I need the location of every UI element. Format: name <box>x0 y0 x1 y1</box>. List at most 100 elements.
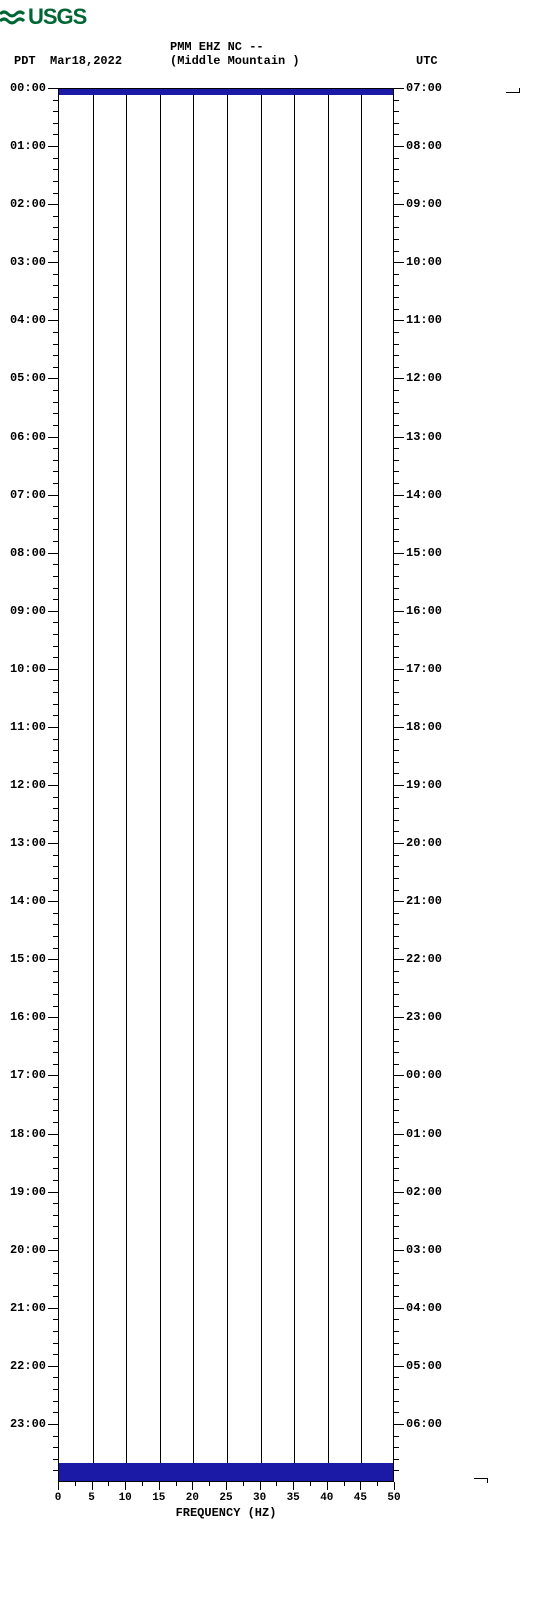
y-tick-minor <box>394 460 399 461</box>
y-tick-major <box>48 785 58 786</box>
corner-mark <box>519 88 520 93</box>
y-tick-minor <box>394 1296 399 1297</box>
y-tick-minor <box>394 1041 399 1042</box>
y-tick-label-left: 06:00 <box>10 430 46 444</box>
y-tick-minor <box>394 773 399 774</box>
y-tick-minor <box>394 448 399 449</box>
grid-line <box>160 89 161 1481</box>
y-tick-label-left: 20:00 <box>10 1243 46 1257</box>
page-root: USGS PMM EHZ NC -- PDT Mar18,2022 (Middl… <box>0 0 552 1613</box>
y-tick-minor <box>394 100 399 101</box>
y-tick-major <box>48 262 58 263</box>
y-tick-major <box>394 495 404 496</box>
y-tick-minor <box>394 285 399 286</box>
y-tick-minor <box>394 634 399 635</box>
y-tick-minor <box>394 1261 399 1262</box>
y-tick-minor <box>394 193 399 194</box>
x-tick-minor <box>209 1482 210 1486</box>
y-tick-minor <box>394 1168 399 1169</box>
y-tick-label-right: 04:00 <box>406 1301 442 1315</box>
y-tick-minor <box>394 890 399 891</box>
y-tick-minor <box>394 541 399 542</box>
y-tick-minor <box>394 402 399 403</box>
corner-mark <box>474 1478 488 1479</box>
y-tick-minor <box>394 599 399 600</box>
y-tick-minor <box>394 1331 399 1332</box>
y-tick-label-left: 10:00 <box>10 662 46 676</box>
y-tick-label-right: 01:00 <box>406 1127 442 1141</box>
spectrogram-band <box>59 1463 393 1481</box>
y-tick-minor <box>394 1354 399 1355</box>
y-tick-minor <box>394 948 399 949</box>
y-tick-label-right: 12:00 <box>406 371 442 385</box>
y-tick-minor <box>394 1122 399 1123</box>
y-tick-minor <box>394 227 399 228</box>
y-tick-minor <box>394 1238 399 1239</box>
wave-icon <box>0 8 26 28</box>
y-tick-label-left: 19:00 <box>10 1185 46 1199</box>
y-tick-minor <box>394 982 399 983</box>
x-tick-label: 40 <box>320 1492 333 1504</box>
header-date-left: PDT Mar18,2022 <box>14 54 122 68</box>
y-tick-minor <box>394 1064 399 1065</box>
y-tick-major <box>48 88 58 89</box>
y-tick-major <box>394 1075 404 1076</box>
x-tick-minor <box>344 1482 345 1486</box>
y-tick-label-left: 02:00 <box>10 197 46 211</box>
y-tick-minor <box>394 134 399 135</box>
y-tick-label-right: 21:00 <box>406 894 442 908</box>
y-tick-minor <box>394 239 399 240</box>
y-tick-minor <box>394 251 399 252</box>
x-tick-label: 30 <box>253 1492 266 1504</box>
x-tick-major <box>58 1482 59 1490</box>
x-tick-label: 5 <box>88 1492 95 1504</box>
y-tick-minor <box>394 1145 399 1146</box>
y-tick-minor <box>394 297 399 298</box>
y-tick-label-left: 00:00 <box>10 81 46 95</box>
y-tick-minor <box>394 576 399 577</box>
y-tick-label-right: 07:00 <box>406 81 442 95</box>
x-tick-minor <box>310 1482 311 1486</box>
x-tick-minor <box>276 1482 277 1486</box>
y-tick-minor <box>394 704 399 705</box>
y-tick-minor <box>394 367 399 368</box>
x-tick-label: 10 <box>119 1492 132 1504</box>
y-tick-minor <box>394 1052 399 1053</box>
y-tick-minor <box>394 1401 399 1402</box>
y-tick-label-right: 06:00 <box>406 1417 442 1431</box>
y-tick-major <box>48 1017 58 1018</box>
x-tick-minor <box>75 1482 76 1486</box>
x-tick-major <box>92 1482 93 1490</box>
y-tick-minor <box>394 181 399 182</box>
y-tick-label-right: 20:00 <box>406 836 442 850</box>
y-tick-minor <box>394 1343 399 1344</box>
y-tick-minor <box>394 309 399 310</box>
x-tick-major <box>293 1482 294 1490</box>
y-tick-minor <box>394 344 399 345</box>
y-tick-minor <box>394 1447 399 1448</box>
y-tick-label-right: 19:00 <box>406 778 442 792</box>
y-tick-major <box>394 843 404 844</box>
x-tick-minor <box>142 1482 143 1486</box>
grid-line <box>294 89 295 1481</box>
y-tick-minor <box>394 518 399 519</box>
x-tick-label: 20 <box>186 1492 199 1504</box>
y-tick-label-right: 11:00 <box>406 313 442 327</box>
y-tick-label-left: 08:00 <box>10 546 46 560</box>
y-tick-minor <box>394 483 399 484</box>
y-tick-minor <box>394 1273 399 1274</box>
y-tick-minor <box>394 680 399 681</box>
y-tick-major <box>48 901 58 902</box>
y-tick-label-right: 14:00 <box>406 488 442 502</box>
x-tick-label: 0 <box>55 1492 62 1504</box>
y-tick-label-left: 15:00 <box>10 952 46 966</box>
y-tick-minor <box>394 1470 399 1471</box>
y-tick-major <box>48 843 58 844</box>
y-tick-minor <box>394 913 399 914</box>
y-tick-major <box>394 437 404 438</box>
x-tick-major <box>226 1482 227 1490</box>
y-tick-minor <box>394 1029 399 1030</box>
y-tick-label-left: 22:00 <box>10 1359 46 1373</box>
y-tick-minor <box>394 831 399 832</box>
x-tick-minor <box>243 1482 244 1486</box>
